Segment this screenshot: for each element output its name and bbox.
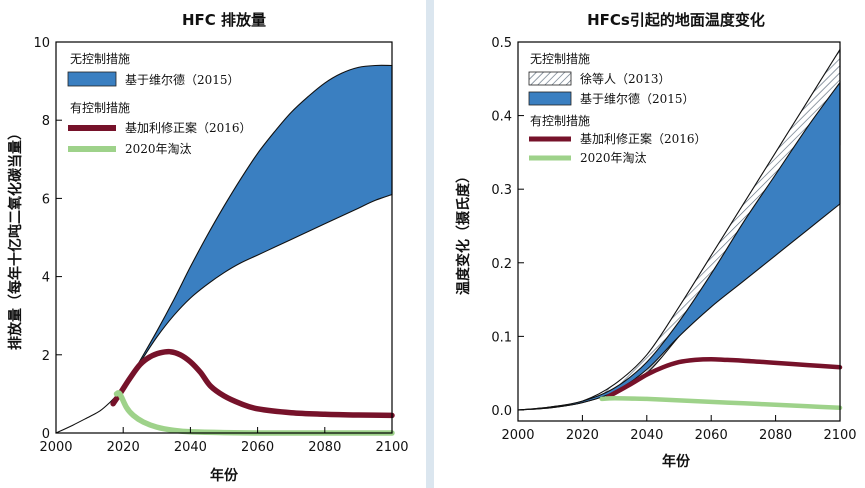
x-tick-label: 2040 (630, 428, 663, 443)
y-tick-label: 4 (42, 271, 50, 286)
x-tick-label: 2100 (823, 428, 856, 443)
y-tick-label: 0.0 (491, 404, 512, 419)
legend-swatch (528, 91, 572, 106)
x-tick-label: 2060 (241, 440, 274, 455)
legend-entry: 基加利修正案（2016） (580, 131, 707, 146)
y-tick-label: 0.2 (491, 257, 512, 272)
plot-frame (55, 41, 393, 434)
legend: 无控制措施 基于维尔德（2015） 有控制措施 基加利修正案（2016） 202… (67, 52, 252, 156)
temperature-chart: HFCs引起的地面温度变化 2000 2020 2040 2060 2080 2100 0.… (455, 11, 857, 470)
y-tick-label: 8 (42, 114, 50, 129)
chart-title: HFCs引起的地面温度变化 (587, 11, 765, 29)
legend-group-title: 有控制措施 (530, 114, 590, 128)
y-tick-label: 6 (42, 192, 50, 207)
y-tick-label: 0.1 (491, 330, 512, 345)
x-tick-label: 2000 (39, 440, 72, 455)
y-axis-label: 温度变化（摄氏度） (455, 169, 472, 295)
legend-group-title: 有控制措施 (70, 101, 130, 115)
legend-entry: 2020年淘汰 (580, 151, 647, 165)
x-tick-label: 2100 (375, 440, 408, 455)
chart-title: HFC 排放量 (182, 11, 266, 29)
x-tick-label: 2080 (308, 440, 341, 455)
legend-group-title: 无控制措施 (530, 52, 590, 66)
x-tick-label: 2000 (501, 428, 534, 443)
legend-swatch (67, 71, 117, 87)
series-line (599, 395, 843, 411)
legend-group-title: 无控制措施 (70, 52, 130, 66)
y-tick-label: 0.3 (491, 183, 512, 198)
legend: 无控制措施 徐等人（2013） 基于维尔德（2015） 有控制措施 基加利修正案… (528, 52, 707, 165)
legend-entry: 基加利修正案（2016） (125, 120, 252, 135)
series-line (605, 356, 843, 399)
y-tick-label: 10 (33, 36, 50, 51)
axis-ticks: 2000 2020 2040 2060 2080 2100 0 2 4 6 8 10 (33, 36, 408, 455)
panel-divider (426, 0, 434, 488)
y-axis-label: 排放量（每年十亿吨二氧化碳当量） (7, 126, 24, 350)
legend-entry: 2020年淘汰 (125, 142, 192, 156)
x-tick-label: 2080 (759, 428, 792, 443)
series-line (110, 348, 395, 419)
x-axis-label: 年份 (662, 453, 691, 470)
axis-ticks: 2000 2020 2040 2060 2080 2100 0.0 0.1 0.2 0.3 0.4 0… (491, 36, 856, 443)
y-tick-label: 0 (42, 427, 50, 442)
y-tick-label: 0.5 (491, 36, 512, 51)
y-tick-label: 2 (42, 349, 50, 364)
x-axis-label: 年份 (210, 467, 239, 484)
legend-entry: 基于维尔德（2015） (125, 72, 240, 87)
x-tick-label: 2020 (566, 428, 599, 443)
legend-swatch (528, 71, 572, 86)
y-tick-label: 0.4 (491, 110, 512, 125)
legend-entry: 基于维尔德（2015） (580, 91, 695, 106)
x-tick-label: 2060 (695, 428, 728, 443)
x-tick-label: 2020 (107, 440, 140, 455)
x-tick-label: 2040 (174, 440, 207, 455)
plot-frame (517, 41, 841, 422)
legend-entry: 徐等人（2013） (580, 71, 671, 86)
emissions-chart: HFC 排放量 2000 2020 2040 2060 2080 21000246810 … (7, 11, 409, 484)
